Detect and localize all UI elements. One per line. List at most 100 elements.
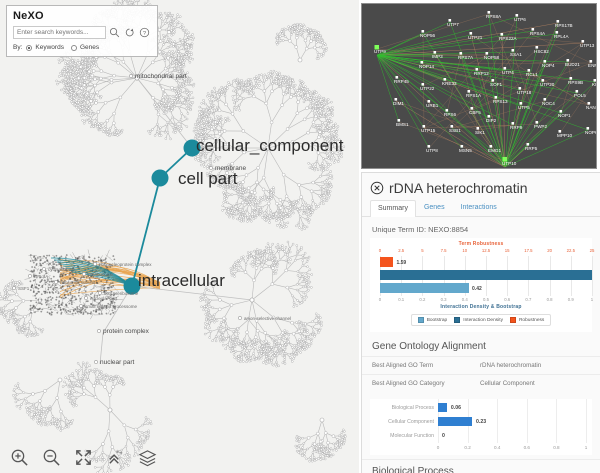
axis-bottom-ticks: 0 0.1 0.2 0.3 0.4 0.5 0.6 0.7 0.8 0.9 1 [374, 296, 593, 304]
axis-bottom-tick: 0.5 [483, 297, 489, 302]
go-row-category: Best Aligned GO Category Cellular Compon… [362, 374, 600, 392]
bar-robustness [380, 257, 394, 267]
axis-top-ticks: 0 2.5 5 7.5 10 12.5 15 17.5 20 22.5 25 [374, 247, 595, 255]
radio-keywords[interactable]: Keywords [26, 44, 64, 51]
axis-top-tick: 0 [378, 248, 382, 253]
go-bar [438, 417, 473, 426]
search-panel[interactable]: NeXO ? By: Keywords [6, 5, 158, 57]
bar-value: 1.59 [396, 259, 407, 266]
chart-bars-area: 1.59 0.42 [374, 256, 593, 296]
axis-top-tick: 25 [589, 248, 595, 253]
go-row-term: Best Aligned GO Term rDNA heterochromati… [362, 356, 600, 374]
go-alignment-chart: 0 0.2 0.4 0.6 0.8 1 Biological Process 0.06 Cell… [370, 399, 592, 455]
radio-genes[interactable]: Genes [70, 44, 100, 51]
search-icon[interactable] [108, 26, 121, 39]
go-alignment-title: Gene Ontology Alignment [372, 341, 486, 352]
tab-genes[interactable]: Genes [423, 204, 445, 211]
legend-item[interactable]: Robustness [509, 317, 545, 323]
go-axis-tick: 0.6 [523, 445, 530, 450]
tab-summary[interactable]: Summary [370, 200, 416, 217]
biological-process-title: Biological Process [362, 459, 600, 473]
axis-bottom-tick: 0.7 [525, 297, 532, 302]
term-detail-panel: rDNA heterochromatin Summary Genes Inter… [361, 172, 600, 473]
go-term-key: Best Aligned GO Term [372, 362, 434, 369]
axis-bottom-tick: 0.3 [440, 297, 447, 302]
chart-legend: Bootstrap Interaction Density Robustness [410, 314, 552, 326]
legend-item[interactable]: Interaction Density [454, 317, 503, 323]
legend-swatch [454, 317, 461, 323]
go-bar-label: Cellular Component [388, 419, 434, 425]
zoom-in-icon[interactable] [9, 448, 29, 468]
bar-bootstrap [380, 283, 470, 293]
go-category-value: Cellular Component [480, 380, 535, 387]
axis-top-tick: 20 [547, 248, 552, 253]
ontology-network-canvas[interactable]: mitochondrial partcellular_componentcell… [0, 0, 359, 473]
radio-genes-dot [70, 44, 77, 51]
go-bar-value: 0 [442, 433, 445, 439]
search-row: ? [13, 26, 151, 39]
axis-bottom-tick: 0.4 [461, 297, 468, 302]
legend-label: Robustness [518, 317, 545, 323]
axis-bottom-tick: 0.1 [398, 297, 405, 302]
grid-line [556, 399, 558, 443]
layers-icon[interactable] [137, 448, 157, 468]
go-bar-value: 0.06 [450, 405, 461, 411]
axis-top-tick: 7.5 [440, 248, 447, 253]
radio-keywords-dot [26, 44, 33, 51]
ontology-network-view[interactable]: mitochondrial part cellular_component cell… [0, 0, 359, 473]
go-axis-tick: 0.8 [553, 445, 560, 450]
chart-title-bottom: Interaction Density & Bootstrap [440, 304, 522, 310]
axis-bottom-tick: 0.2 [419, 297, 426, 302]
help-icon[interactable]: ? [138, 26, 151, 39]
unique-term-id: Unique Term ID: NEXO:8854 [372, 225, 469, 234]
tab-interactions[interactable]: Interactions [460, 204, 497, 211]
close-circle-icon[interactable] [370, 181, 384, 195]
grid-line [526, 399, 528, 443]
radio-genes-label: Genes [79, 44, 100, 51]
axis-bottom-tick: 0.6 [504, 297, 511, 302]
search-by-row: By: Keywords Genes [13, 44, 151, 51]
go-axis-tick: 1 [584, 445, 588, 450]
axis-bottom-tick: 0 [378, 297, 382, 302]
go-axis-tick: 0.2 [464, 445, 471, 450]
bar-value: 0.42 [472, 285, 482, 292]
chart-title-top: Term Robustness [458, 241, 504, 247]
axis-top-tick: 12.5 [481, 248, 491, 253]
panel-header: rDNA heterochromatin [362, 173, 600, 200]
grid-line [497, 399, 499, 443]
legend-label: Bootstrap [426, 317, 448, 323]
radio-keywords-label: Keywords [35, 44, 64, 51]
go-term-value: rDNA heterochromatin [480, 362, 542, 369]
gene-interaction-network[interactable]: UTP9 NOP56 UTP7 RPS8A UTP6 RPS17B UTP21 RPS22A R… [361, 3, 597, 169]
grid-line [586, 399, 587, 443]
axis-top-tick: 10 [462, 248, 468, 253]
axis-top-tick: 17.5 [524, 248, 533, 253]
zoom-out-icon[interactable] [41, 448, 61, 468]
legend-item[interactable]: Bootstrap [417, 317, 448, 323]
axis-top-tick: 22.5 [566, 248, 575, 253]
axis-bottom-tick: 0.9 [567, 297, 574, 302]
go-axis-tick: 0 [436, 445, 440, 450]
reset-icon[interactable] [123, 26, 136, 39]
legend-label: Interaction Density [463, 317, 503, 323]
fit-to-screen-icon[interactable] [73, 448, 93, 468]
go-category-key: Best Aligned GO Category [372, 380, 445, 387]
app-title: NeXO [13, 10, 44, 22]
collapse-network-icon[interactable] [105, 448, 125, 468]
go-bar-label: Biological Process [391, 405, 434, 411]
tab-bar: Summary Genes Interactions [362, 200, 600, 217]
term-robustness-chart: Term Robustness 0 2.5 5 7.5 10 12.5 15 17.5 20 22… [370, 238, 595, 332]
grid-line [592, 256, 593, 296]
legend-swatch [417, 317, 424, 323]
search-by-label: By: [13, 44, 23, 51]
go-bar [438, 403, 447, 412]
axis-top-tick: 2.5 [398, 248, 405, 253]
legend-swatch [509, 317, 516, 323]
axis-top-tick: 15 [504, 248, 510, 253]
go-bar-value: 0.23 [476, 419, 487, 425]
axis-bottom-tick: 1 [590, 297, 594, 302]
axis-bottom-tick: 0.8 [546, 297, 553, 302]
search-input[interactable] [13, 26, 106, 39]
